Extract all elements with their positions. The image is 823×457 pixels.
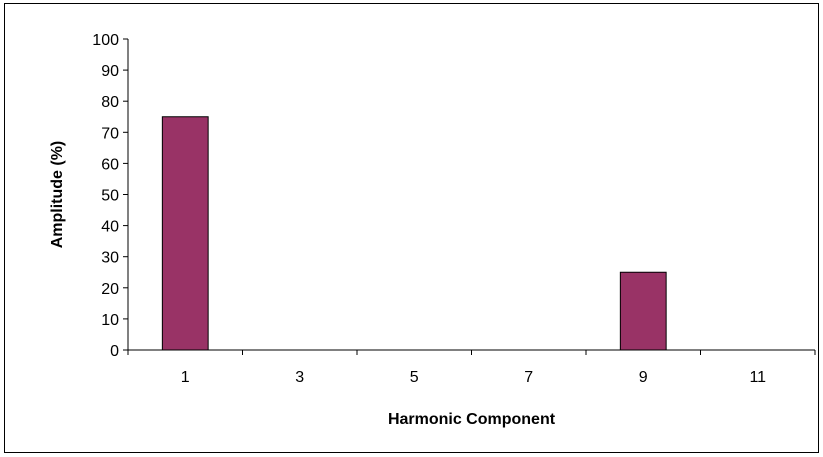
x-axis-label: Harmonic Component [388,411,556,428]
x-ticks: 1 3 5 7 9 11 [127,350,816,386]
y-tick-label: 0 [110,343,119,360]
y-axis-label: Amplitude (%) [49,141,66,249]
axes-layer [127,39,815,351]
y-tick-label: 80 [101,94,119,111]
y-tick-label: 30 [101,250,119,267]
y-ticks: 0 10 20 30 40 50 60 70 80 90 100 [92,32,128,360]
y-tick-label: 100 [92,32,119,49]
y-tick-label: 60 [101,156,119,173]
y-tick-label: 90 [101,63,119,80]
bars-layer [161,116,667,351]
x-tick-label: 1 [181,369,190,386]
x-tick-label: 5 [410,369,419,386]
y-tick-label: 10 [101,312,119,329]
x-tick-label: 7 [524,369,533,386]
chart-frame [4,3,819,453]
y-tick-label: 70 [101,125,119,142]
x-tick-label: 9 [639,369,648,386]
x-tick-label: 11 [749,369,766,386]
x-tick-label: 3 [295,369,304,386]
y-tick-label: 40 [101,219,119,236]
y-tick-label: 50 [101,188,119,205]
bar-harmonic-1 [161,116,209,351]
y-tick-label: 20 [101,281,119,298]
bar-harmonic-9 [619,271,667,351]
